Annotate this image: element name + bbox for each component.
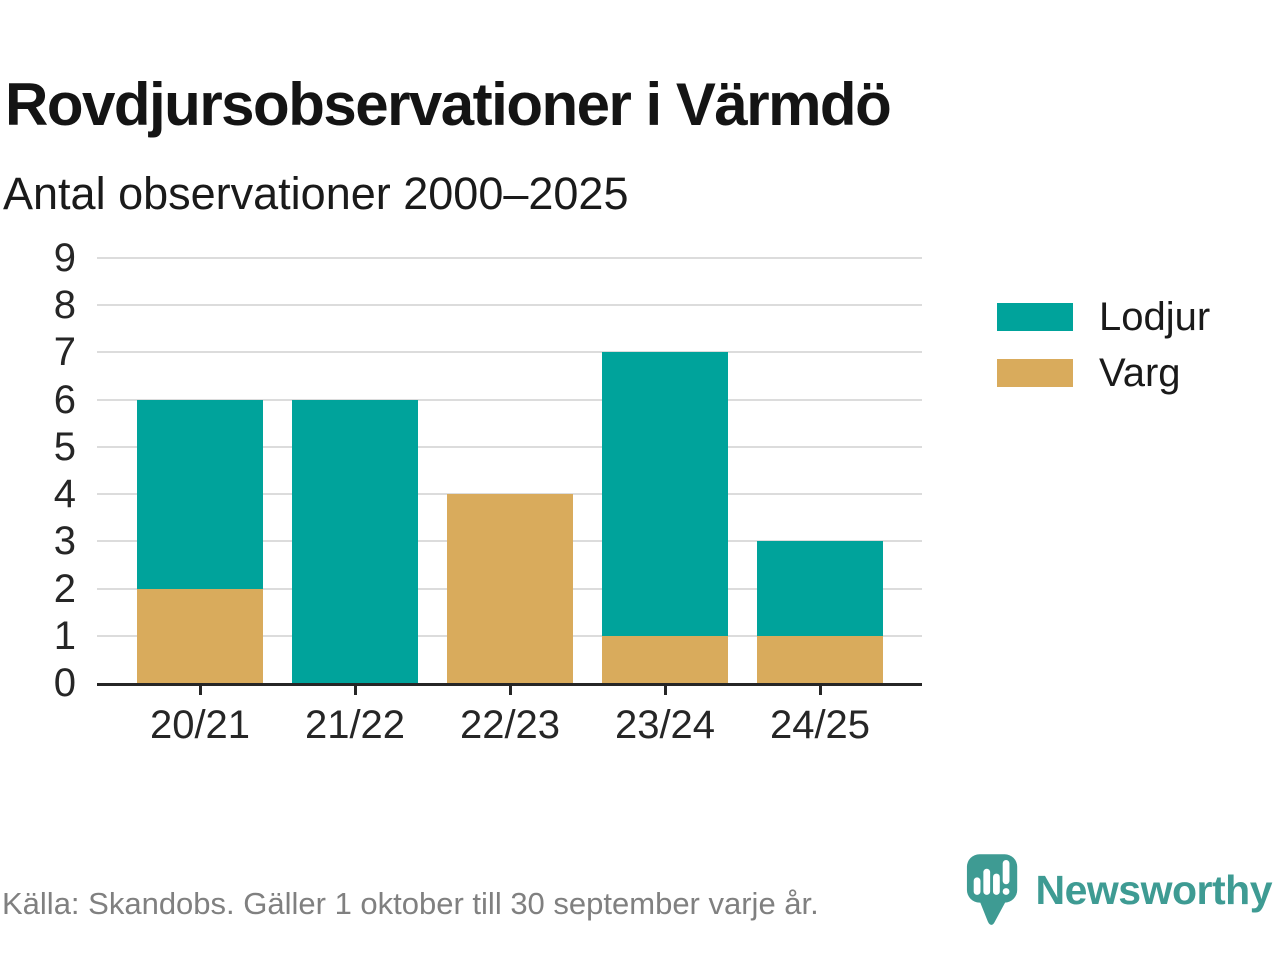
x-tick-label: 24/25 xyxy=(769,703,871,747)
y-tick-label: 0 xyxy=(53,661,76,705)
y-tick-label: 7 xyxy=(53,330,76,375)
x-tick-label: 21/22 xyxy=(304,703,406,747)
gridline xyxy=(97,351,922,354)
legend: Lodjur Varg xyxy=(997,295,1210,407)
source-note: Källa: Skandobs. Gäller 1 oktober till 3… xyxy=(2,886,819,921)
y-tick-label: 5 xyxy=(53,424,76,469)
bar-segment-lodjur xyxy=(757,541,883,636)
bar-segment-lodjur xyxy=(292,399,418,683)
newsworthy-wordmark: Newsworthy xyxy=(1035,867,1273,913)
bar-segment-varg xyxy=(757,635,883,683)
x-tick-mark xyxy=(198,686,202,695)
gridline xyxy=(97,257,922,259)
x-tick-mark xyxy=(508,686,512,695)
plot-area: 20/21 21/22 22/23 23/24 24/25 xyxy=(97,257,922,747)
legend-item-varg: Varg xyxy=(997,351,1210,395)
bar-segment-varg xyxy=(137,588,263,683)
x-tick-label: 22/23 xyxy=(459,703,561,747)
chart-subtitle: Antal observationer 2000–2025 xyxy=(3,168,629,219)
y-tick-label: 6 xyxy=(53,377,76,422)
legend-label: Varg xyxy=(1099,351,1181,395)
bar-segment-lodjur xyxy=(137,399,263,589)
bar-segment-varg xyxy=(602,635,728,683)
legend-swatch xyxy=(997,303,1073,331)
legend-swatch xyxy=(997,359,1073,387)
x-tick-mark xyxy=(663,686,667,695)
y-tick-label: 2 xyxy=(53,566,76,611)
x-tick-label: 20/21 xyxy=(149,703,251,747)
bar-segment-varg xyxy=(447,494,573,683)
x-tick-mark xyxy=(353,686,357,695)
x-tick-mark xyxy=(818,686,822,695)
gridline xyxy=(97,445,922,448)
y-tick-label: 1 xyxy=(53,613,76,658)
gridline xyxy=(97,304,922,307)
y-tick-label: 8 xyxy=(53,283,76,328)
x-tick-label: 23/24 xyxy=(614,703,716,747)
legend-label: Lodjur xyxy=(1099,295,1211,339)
newsworthy-logo-icon xyxy=(966,854,1017,925)
y-tick-label: 3 xyxy=(53,519,76,564)
chart-title: Rovdjursobservationer i Värmdö xyxy=(5,71,892,139)
y-tick-label: 9 xyxy=(53,236,76,280)
gridline xyxy=(97,398,922,401)
bar-segment-lodjur xyxy=(602,352,728,636)
y-tick-label: 4 xyxy=(53,472,76,517)
legend-item-lodjur: Lodjur xyxy=(997,295,1210,339)
newsworthy-brand: Newsworthy xyxy=(965,852,1273,928)
